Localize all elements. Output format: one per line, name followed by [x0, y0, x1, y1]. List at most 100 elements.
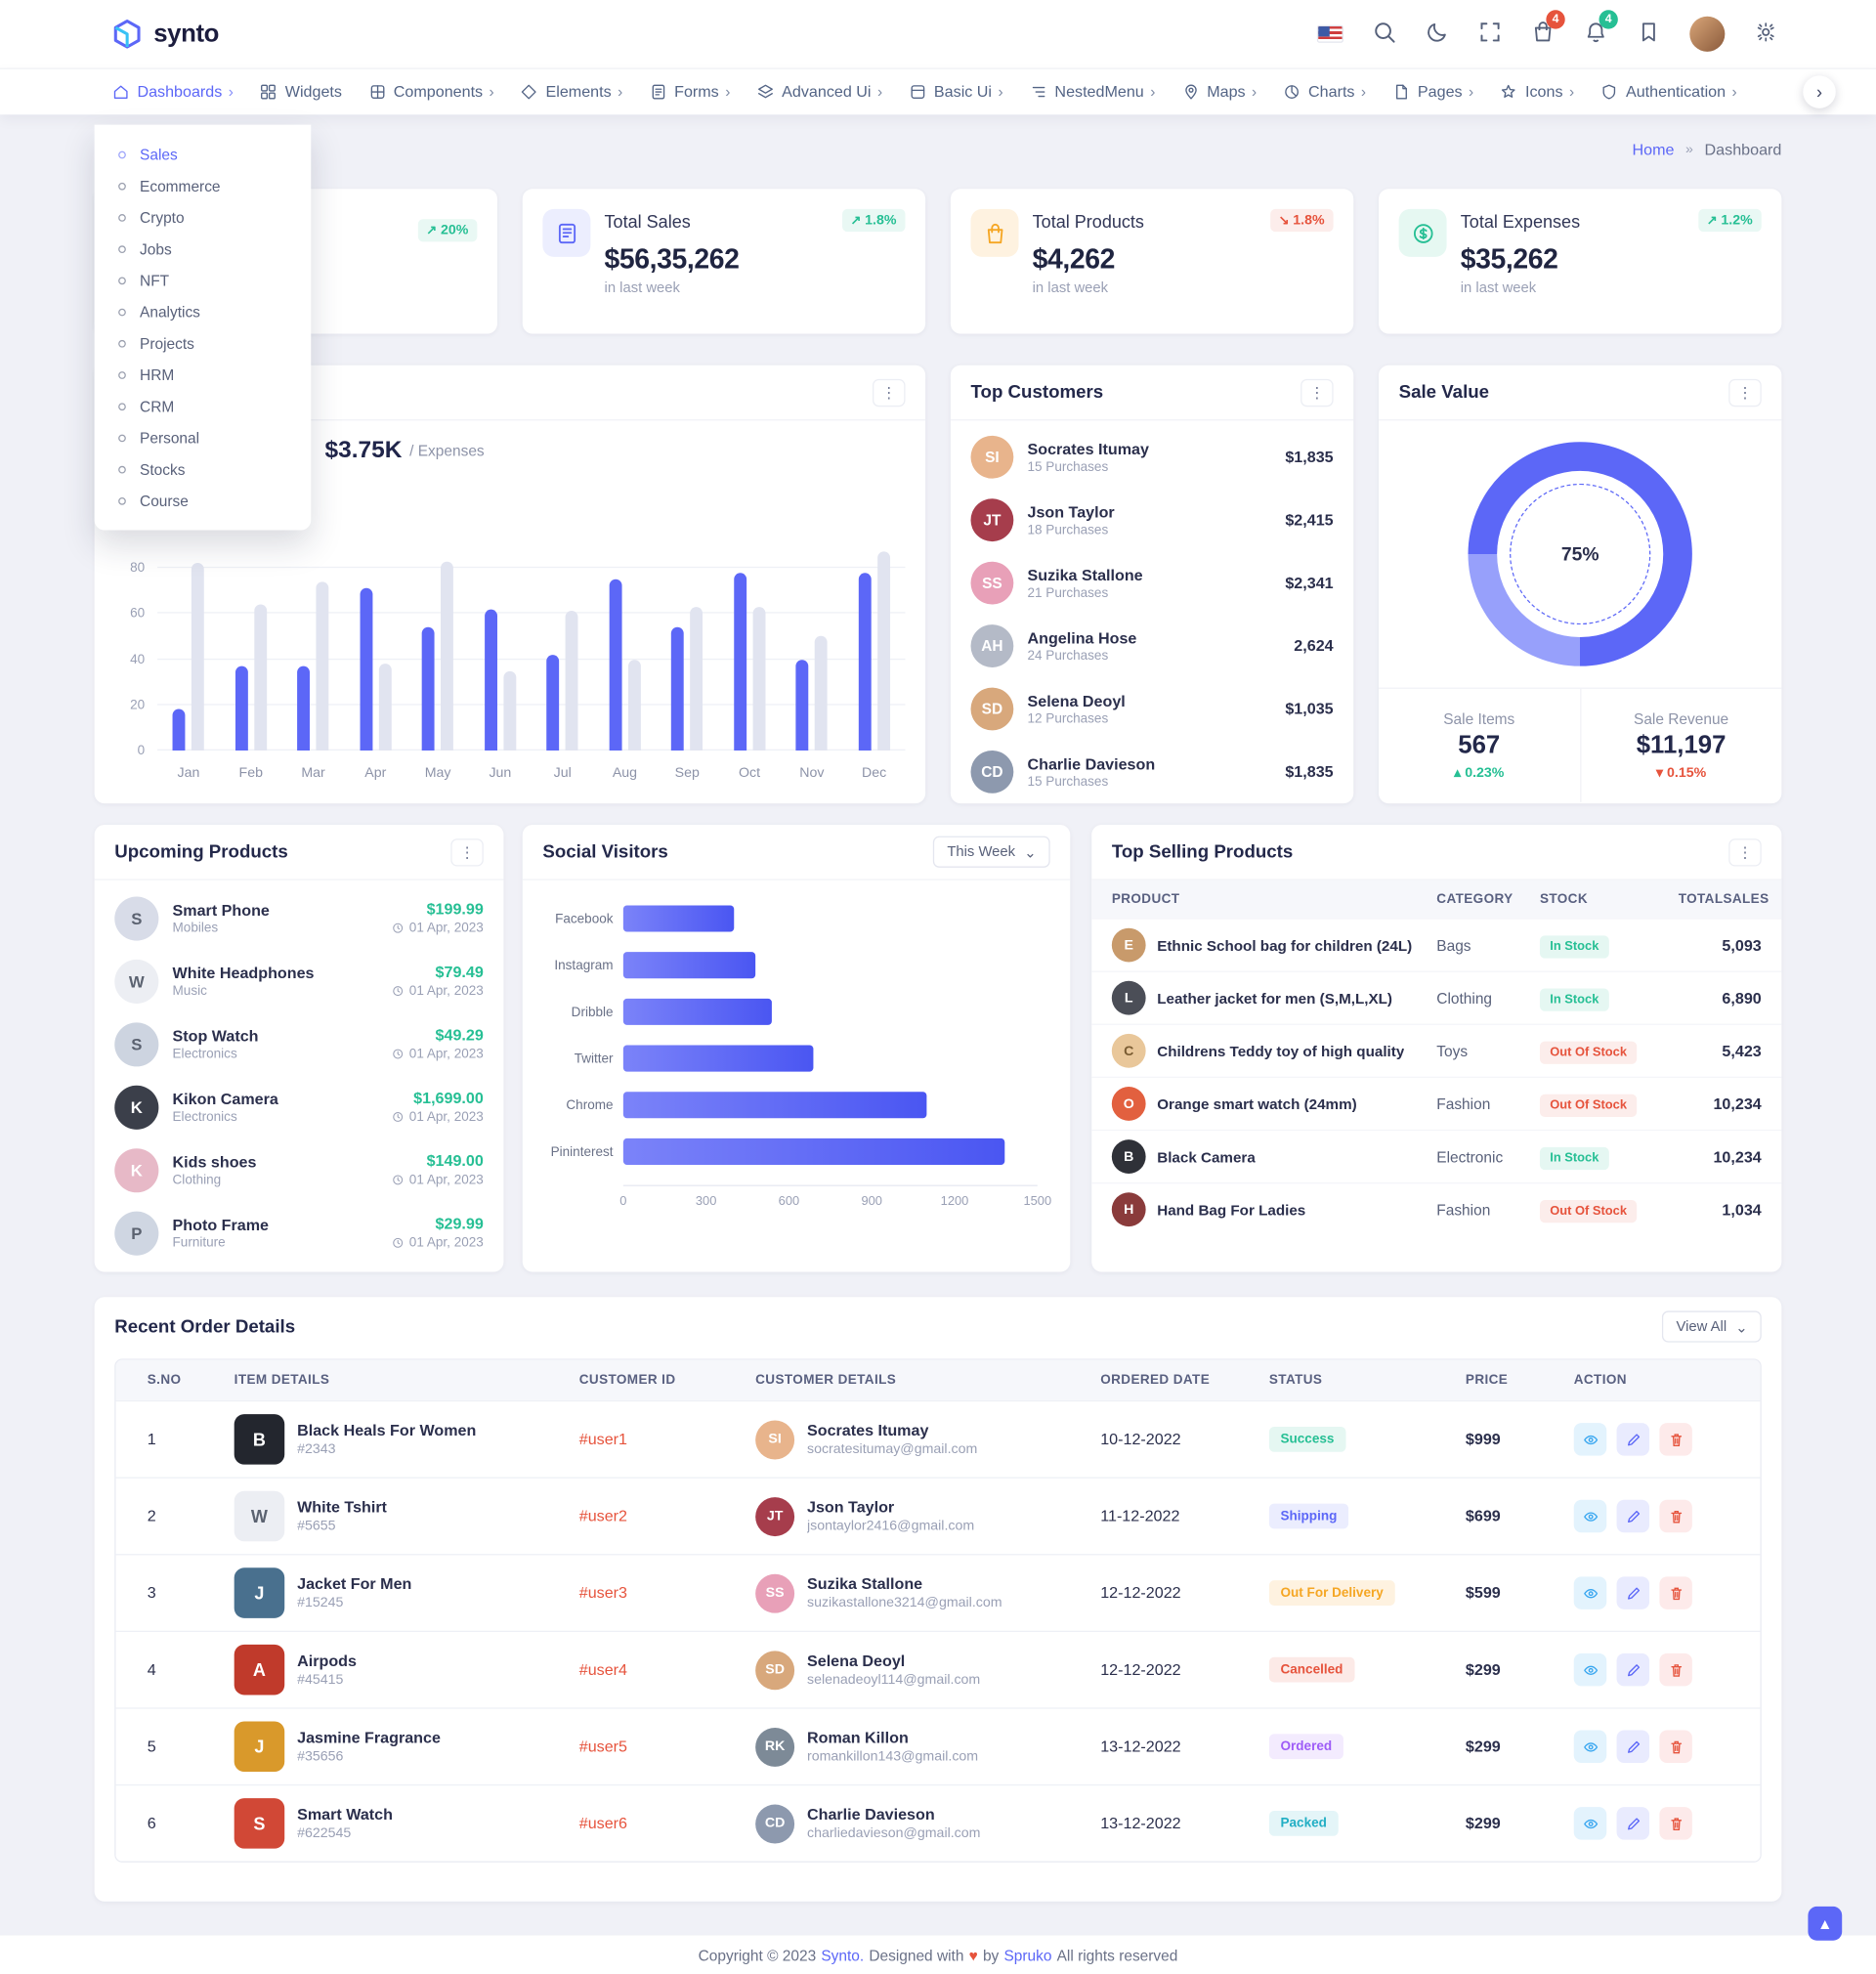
edit-button[interactable] [1616, 1499, 1650, 1533]
upcoming-products-card: Upcoming Products ⋮ S Smart Phone Mobile… [94, 825, 504, 1272]
edit-button[interactable] [1616, 1576, 1650, 1609]
dropdown-menu-item[interactable]: Course [95, 485, 312, 516]
dropdown-menu-item[interactable]: NFT [95, 265, 312, 296]
breadcrumb: Home » Dashboard [1632, 141, 1781, 158]
product-row[interactable]: K Kids shoes Clothing $149.00 01 Apr, 20… [114, 1138, 484, 1201]
status-badge: Success [1268, 1426, 1346, 1452]
nav-item[interactable]: Components › [357, 77, 505, 107]
x-axis-label: Aug [612, 765, 638, 781]
nav-item[interactable]: Advanced Ui › [746, 77, 894, 107]
nav-item[interactable]: Maps › [1171, 77, 1268, 107]
customer-row[interactable]: SI Socrates Itumay 15 Purchases $1,835 [970, 426, 1334, 489]
customer-email: selenadeoyl114@gmail.com [806, 1672, 981, 1688]
delete-button[interactable] [1659, 1652, 1692, 1687]
customer-id-link[interactable]: #user1 [578, 1430, 628, 1448]
search-button[interactable] [1373, 21, 1396, 48]
customer-row[interactable]: AH Angelina Hose 24 Purchases 2,624 [970, 615, 1334, 677]
product-row[interactable]: S Smart Phone Mobiles $199.99 01 Apr, 20… [114, 886, 484, 949]
customer-row[interactable]: SD Selena Deoyl 12 Purchases $1,035 [970, 677, 1334, 740]
customer-id-link[interactable]: #user5 [578, 1738, 628, 1756]
kebab-menu-button[interactable]: ⋮ [1300, 378, 1334, 407]
edit-button[interactable] [1616, 1652, 1650, 1687]
avatar: CD [755, 1803, 795, 1843]
product-row[interactable]: K Kikon Camera Electronics $1,699.00 01 … [114, 1075, 484, 1137]
nav-item[interactable]: Authentication › [1590, 77, 1749, 107]
cart-button[interactable]: 4 [1531, 10, 1565, 48]
product-row[interactable]: P Photo Frame Furniture $29.99 01 Apr, 2… [114, 1201, 484, 1264]
menu-item-label: CRM [140, 397, 175, 415]
spruko-link[interactable]: Spruko [1003, 1946, 1052, 1964]
scroll-to-top-button[interactable]: ▲ [1808, 1906, 1843, 1941]
view-button[interactable] [1573, 1499, 1607, 1533]
edit-button[interactable] [1616, 1730, 1650, 1764]
nav-item[interactable]: Elements › [509, 77, 634, 107]
nav-item[interactable]: Basic Ui › [898, 77, 1015, 107]
settings-button[interactable] [1754, 21, 1777, 48]
nav-scroll-right-button[interactable]: › [1803, 75, 1836, 108]
kebab-menu-button[interactable]: ⋮ [450, 837, 484, 866]
bookmark-button[interactable] [1637, 21, 1660, 48]
charts-icon [1283, 83, 1300, 101]
customer-id-link[interactable]: #user2 [578, 1507, 628, 1525]
dropdown-menu-item[interactable]: Stocks [95, 453, 312, 485]
nav-item[interactable]: Charts › [1272, 77, 1378, 107]
brand-logo[interactable]: synto [110, 18, 219, 51]
nav-item[interactable]: NestedMenu › [1018, 77, 1167, 107]
dollar-icon [1398, 208, 1447, 257]
customer-id-link[interactable]: #user6 [578, 1814, 628, 1832]
time-range-select[interactable]: This Week ⌄ [933, 836, 1050, 868]
product-row[interactable]: W White Headphones Music $79.49 01 Apr, … [114, 950, 484, 1012]
kebab-menu-button[interactable]: ⋮ [1728, 378, 1762, 407]
nav-item[interactable]: Widgets › [248, 77, 353, 107]
dropdown-menu-item[interactable]: Jobs [95, 233, 312, 264]
stat-period: in last week [1460, 280, 1537, 296]
product-row[interactable]: S Stop Watch Electronics $49.29 01 Apr, … [114, 1012, 484, 1075]
menu-item-label: Crypto [140, 208, 185, 227]
view-button[interactable] [1573, 1730, 1607, 1764]
synto-link[interactable]: Synto. [821, 1946, 865, 1964]
view-button[interactable] [1573, 1807, 1607, 1840]
dropdown-menu-item[interactable]: Projects [95, 327, 312, 359]
delete-button[interactable] [1659, 1807, 1692, 1840]
edit-button[interactable] [1616, 1807, 1650, 1840]
customer-row[interactable]: SS Suzika Stallone 21 Purchases $2,341 [970, 551, 1334, 614]
delete-button[interactable] [1659, 1499, 1692, 1533]
fullscreen-button[interactable] [1478, 21, 1502, 48]
language-flag-button[interactable] [1316, 24, 1343, 43]
view-button[interactable] [1573, 1423, 1607, 1456]
dark-mode-button[interactable] [1426, 21, 1449, 48]
dropdown-menu-item[interactable]: Crypto [95, 201, 312, 233]
nav-item[interactable]: Icons › [1489, 77, 1586, 107]
nav-item[interactable]: Pages › [1382, 77, 1485, 107]
bar-group [344, 588, 406, 751]
breadcrumb-home-link[interactable]: Home [1632, 141, 1675, 159]
nav-item[interactable]: Dashboards › [101, 77, 244, 107]
notifications-button[interactable]: 4 [1584, 10, 1618, 48]
delete-button[interactable] [1659, 1576, 1692, 1609]
product-price: $1,699.00 [413, 1089, 484, 1107]
view-button[interactable] [1573, 1652, 1607, 1687]
edit-button[interactable] [1616, 1423, 1650, 1456]
item-name: Smart Watch [297, 1805, 393, 1824]
customer-id-link[interactable]: #user4 [578, 1660, 628, 1679]
dropdown-menu-item[interactable]: Sales [95, 139, 312, 170]
delete-button[interactable] [1659, 1423, 1692, 1456]
view-all-button[interactable]: View All ⌄ [1662, 1310, 1762, 1343]
view-button[interactable] [1573, 1576, 1607, 1609]
customer-id-link[interactable]: #user3 [578, 1584, 628, 1603]
dropdown-menu-item[interactable]: HRM [95, 359, 312, 390]
dropdown-menu-item[interactable]: CRM [95, 390, 312, 421]
dropdown-menu-item[interactable]: Personal [95, 422, 312, 453]
kebab-menu-button[interactable]: ⋮ [1728, 837, 1762, 866]
dropdown-menu-item[interactable]: Ecommerce [95, 170, 312, 201]
nav-item[interactable]: Forms › [638, 77, 742, 107]
customer-row[interactable]: JT Json Taylor 18 Purchases $2,415 [970, 489, 1334, 551]
dropdown-menu-item[interactable]: Analytics [95, 296, 312, 327]
profile-button[interactable] [1689, 16, 1726, 52]
delete-button[interactable] [1659, 1730, 1692, 1764]
kebab-menu-button[interactable]: ⋮ [872, 378, 906, 407]
menu-item-label: Stocks [140, 459, 186, 479]
status-badge: Shipping [1268, 1503, 1348, 1529]
customer-purchases: 18 Purchases [1027, 522, 1109, 537]
customer-row[interactable]: CD Charlie Davieson 15 Purchases $1,835 [970, 741, 1334, 803]
